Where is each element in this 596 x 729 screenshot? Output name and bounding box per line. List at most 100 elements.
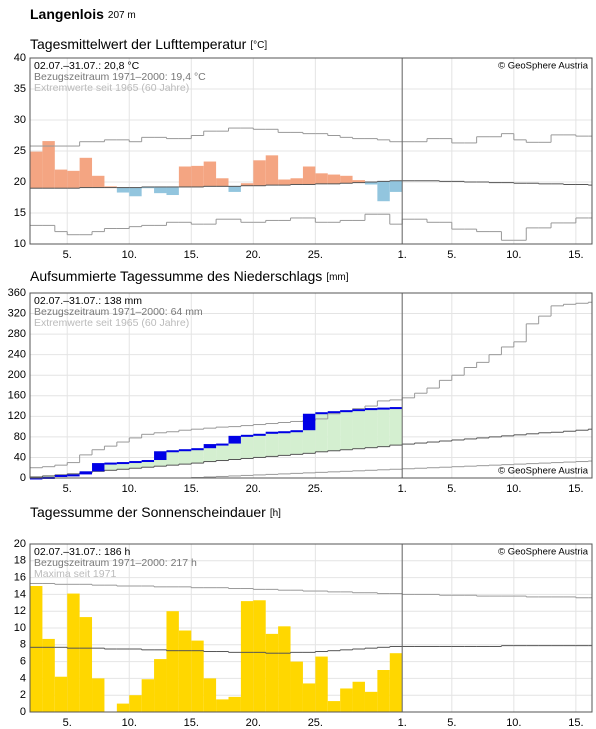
x-tick-label: 20. [246,483,261,495]
sunshine-bar [141,679,155,712]
y-tick-label: 30 [14,114,26,126]
station-title: Langenlois 207 m [30,6,136,22]
y-tick-label: 2 [20,689,26,701]
temperature-bar [377,181,390,202]
precipitation-step [216,443,229,446]
x-tick-label: 15. [568,717,583,729]
y-tick-label: 240 [8,349,26,361]
precipitation-step [166,450,179,453]
plot-frame [29,292,593,479]
y-tick-label: 0 [20,706,26,718]
y-tick-label: 80 [14,431,26,443]
difference-fill [315,412,328,452]
sunshine-bar [30,586,43,712]
x-tick-label: 25. [308,249,323,261]
difference-fill [42,475,55,477]
sunshine-bar [265,633,279,712]
y-tick-label: 20 [14,176,26,188]
temperature-bar [253,160,266,186]
difference-fill [327,411,341,451]
info-text: Extremwerte seit 1965 (60 Jahre) [34,82,189,94]
difference-fill [265,431,279,457]
sunshine-bar [129,695,142,712]
y-tick-label: 10 [14,622,26,634]
x-tick-label: 5. [63,717,72,729]
precipitation-step [253,433,266,436]
sunshine-bar [116,703,130,712]
temperature-bar [278,179,291,186]
chart-title-text: Tagessumme der Sonnenscheindauer [30,504,266,520]
sunshine-bar [191,640,204,712]
sunshine-bar [92,678,105,712]
precipitation-step [104,462,117,465]
precipitation-step [129,461,142,464]
x-tick-label: 10. [506,249,521,261]
temperature-bar [30,151,43,189]
temperature-bar [352,180,365,183]
x-tick-label: 25. [308,717,323,729]
info-text: Bezugszeitraum 1971–2000: 19,4 °C [34,71,206,83]
x-tick-label: 1. [398,717,407,729]
y-tick-label: 15 [14,207,26,219]
precipitation-step [290,430,303,433]
credit: © GeoSphere Austria [498,61,589,72]
y-tick-label: 35 [14,83,26,95]
difference-fill [191,448,204,464]
difference-fill [104,462,117,471]
chart-title: Aufsummierte Tagessumme des Niederschlag… [30,268,349,284]
sunshine-bar [389,653,403,712]
temperature-bar [42,141,55,189]
difference-fill [166,450,179,466]
x-tick-label: 5. [447,717,456,729]
difference-fill [364,408,378,448]
y-tick-label: 8 [20,639,26,651]
x-tick-label: 15. [184,717,199,729]
x-tick-label: 10. [122,483,137,495]
plot-frame [29,57,593,245]
x-tick-label: 10. [506,483,521,495]
temperature-bar [340,175,353,184]
precipitation-step [191,448,204,451]
temperature-bar [216,178,229,187]
y-tick-label: 16 [14,572,26,584]
precipitation-step [389,407,403,410]
sunshine-bar [290,661,303,712]
difference-fill [178,449,192,465]
precipitation-step [302,413,316,431]
temperature-bar [191,165,204,187]
y-tick-label: 120 [8,410,26,422]
temperature-bar [104,186,117,188]
difference-fill [253,433,266,458]
sunshine-bar [302,683,316,712]
precipitation-step [240,434,254,437]
x-tick-label: 1. [398,249,407,261]
sunshine-bar [79,617,93,712]
difference-fill [203,444,217,462]
precipitation-step [154,451,167,461]
temperature-bar [54,169,68,189]
temperature-bar [178,166,192,187]
x-tick-label: 5. [447,249,456,261]
sunshine-bar [178,630,192,712]
difference-fill [389,407,403,446]
difference-fill [340,410,353,450]
sunshine-bar [364,691,378,712]
y-tick-label: 6 [20,656,26,668]
credit: © GeoSphere Austria [498,466,589,477]
info-text: Maxima seit 1971 [34,568,116,580]
difference-fill [116,462,130,470]
x-tick-label: 5. [63,483,72,495]
temperature-bar [203,161,217,187]
precipitation-step [377,407,390,410]
sunshine-bar [42,638,55,712]
credit: © GeoSphere Austria [498,547,589,558]
y-tick-label: 280 [8,328,26,340]
precipitation-step [116,462,130,465]
y-tick-label: 25 [14,145,26,157]
temperature-bar [141,186,155,189]
sunshine-bar [240,601,254,712]
x-tick-label: 20. [246,717,261,729]
sunshine-bar [352,681,365,712]
difference-fill [352,409,365,449]
precipitation-step [340,410,353,413]
